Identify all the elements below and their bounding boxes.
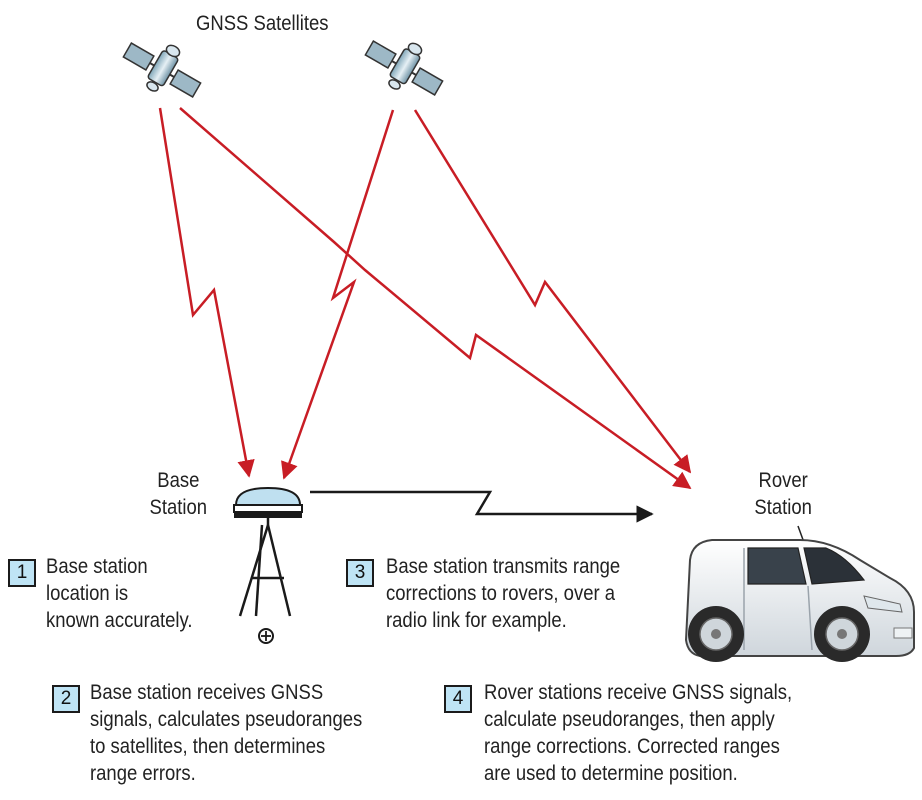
step-line: Base station receives GNSS [90,681,324,704]
step-number-badge: 1 [8,559,36,587]
step-line: Base station transmits range [386,555,621,578]
rover-station-label-line: Rover [758,469,808,492]
base-station-label-line: Station [149,496,208,519]
step-number-badge: 4 [444,685,472,713]
survey-marker-icon [258,628,274,644]
step-line: range errors. [90,762,196,785]
step-line: location is [46,582,129,605]
step-line: signals, calculates pseudoranges [90,708,363,731]
radio-link-arrow [310,490,654,523]
step-2-text: Base station receives GNSS signals, calc… [90,679,362,787]
satellite-left-icon [122,42,202,98]
base-station-label-line: Base [157,469,200,492]
base-station-antenna-icon [233,486,303,525]
step-line: range corrections. Corrected ranges [484,735,780,758]
rover-station-label: Rover Station [748,467,818,521]
diagram-title: GNSS Satellites [196,12,329,35]
step-4-text: Rover stations receive GNSS signals, cal… [484,679,792,787]
step-1-text: Base station location is known accuratel… [46,553,193,634]
step-line: calculate pseudoranges, then apply [484,708,775,731]
rover-van-icon [684,525,915,662]
step-line: to satellites, then determines [90,735,326,758]
signal-sat2-to-base [281,109,395,480]
step-line: Rover stations receive GNSS signals, [484,681,793,704]
step-number-badge: 3 [346,559,374,587]
step-line: Base station [46,555,148,578]
step-3-text: Base station transmits range corrections… [386,553,620,634]
satellite-right-icon [364,40,444,96]
step-line: corrections to rovers, over a [386,582,616,605]
base-station-label: Base Station [144,467,213,521]
step-line: radio link for example. [386,609,567,632]
tripod-icon [238,524,292,617]
step-number-badge: 2 [52,685,80,713]
rover-station-label-line: Station [754,496,812,519]
step-line: known accurately. [46,609,193,632]
signal-sat1-to-rover [179,107,692,490]
signal-sat2-to-rover [413,109,692,474]
step-line: are used to determine position. [484,762,738,785]
signal-sat1-to-base [158,107,255,478]
